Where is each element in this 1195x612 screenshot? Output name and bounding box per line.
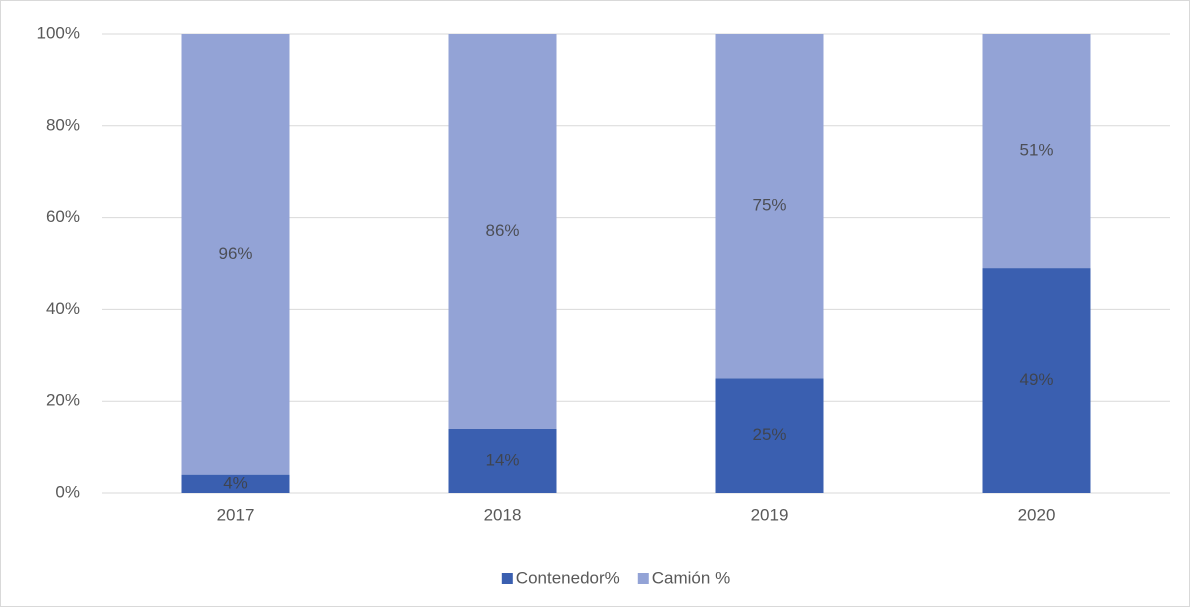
bar-segment — [715, 34, 824, 379]
y-tick-label: 20% — [46, 391, 80, 410]
y-tick-label: 80% — [46, 115, 80, 134]
data-label: 96% — [218, 244, 252, 263]
bar-segment — [448, 428, 557, 493]
legend-swatch — [501, 573, 513, 584]
legend-swatch — [637, 573, 649, 584]
bar-segment — [181, 34, 290, 475]
y-tick-label: 100% — [37, 23, 80, 42]
bar-segment — [181, 474, 290, 493]
x-tick-label: 2017 — [217, 505, 255, 524]
y-tick-label: 0% — [55, 482, 80, 501]
data-label: 75% — [752, 196, 786, 215]
data-label: 86% — [485, 221, 519, 240]
data-label: 25% — [752, 425, 786, 444]
data-label: 4% — [223, 473, 248, 492]
y-tick-label: 40% — [46, 299, 80, 318]
bar-segment — [715, 378, 824, 493]
data-label: 51% — [1019, 141, 1053, 160]
data-label: 49% — [1019, 370, 1053, 389]
data-label: 14% — [485, 450, 519, 469]
x-tick-label: 2019 — [751, 505, 789, 524]
legend-label: Camión % — [652, 568, 730, 587]
bar-segment — [982, 34, 1091, 269]
legend-label: Contenedor% — [516, 568, 620, 587]
x-tick-label: 2018 — [484, 505, 522, 524]
bar-segment — [448, 34, 557, 429]
bar-segment — [982, 268, 1091, 493]
y-tick-label: 60% — [46, 207, 80, 226]
x-tick-label: 2020 — [1018, 505, 1056, 524]
